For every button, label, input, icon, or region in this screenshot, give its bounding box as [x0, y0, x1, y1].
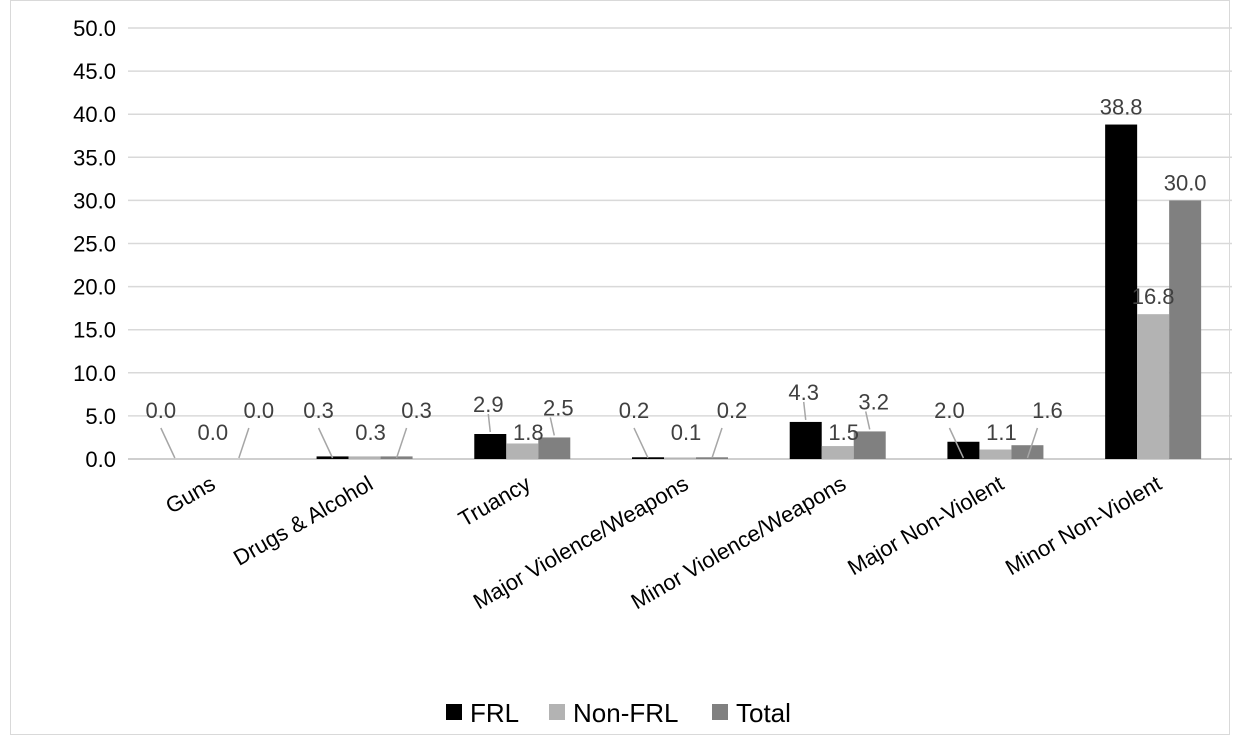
- chart-frame: [10, 0, 1230, 735]
- bar: [947, 441, 980, 459]
- leader-line: [160, 427, 176, 459]
- label-leader-lines: [160, 401, 1039, 459]
- leader-line: [802, 401, 807, 421]
- data-label: 2.9: [473, 392, 504, 417]
- leader-line: [633, 427, 649, 459]
- bar: [789, 421, 822, 459]
- category-label: Major Non-Violent: [843, 471, 1008, 580]
- y-tick-label: 5.0: [85, 404, 116, 429]
- category-label: Truancy: [454, 471, 535, 532]
- bar: [474, 434, 507, 459]
- data-label: 0.2: [717, 398, 748, 423]
- bar: [696, 457, 728, 459]
- bar: [1011, 445, 1044, 459]
- data-label: 2.5: [543, 395, 574, 420]
- category-label: Guns: [161, 471, 219, 519]
- data-label: 1.6: [1032, 398, 1063, 423]
- category-label: Drugs & Alcohol: [229, 471, 377, 571]
- data-label: 0.2: [619, 398, 650, 423]
- bar: [853, 431, 886, 459]
- leader-line: [864, 411, 871, 430]
- data-label: 0.1: [671, 420, 702, 445]
- leader-line: [395, 427, 408, 459]
- y-tick-label: 15.0: [73, 318, 116, 343]
- legend-swatch: [549, 704, 565, 720]
- data-label: 1.8: [513, 420, 544, 445]
- bar: [1169, 200, 1202, 459]
- legend-label: Total: [736, 698, 791, 728]
- bars: [316, 124, 1202, 459]
- bar: [979, 449, 1012, 459]
- data-label: 30.0: [1164, 170, 1207, 195]
- data-label: 1.5: [828, 420, 859, 445]
- data-label: 0.3: [303, 398, 334, 423]
- data-label: 3.2: [858, 389, 889, 414]
- legend-label: Non-FRL: [573, 698, 678, 728]
- data-label: 4.3: [788, 380, 819, 405]
- data-label: 38.8: [1100, 95, 1143, 120]
- data-label: 1.1: [986, 420, 1017, 445]
- bar: [538, 437, 571, 459]
- bar: [506, 443, 539, 459]
- data-label: 0.0: [146, 398, 177, 423]
- leader-line: [549, 417, 556, 436]
- y-tick-label: 40.0: [73, 102, 116, 127]
- data-labels: 0.0 0.0 0.0 0.3 0.3 0.3 2.9 1.82.5 0.2 0.1 0.2 4.3 1…: [146, 95, 1207, 445]
- bar: [1105, 124, 1138, 459]
- data-label: 0.3: [401, 398, 432, 423]
- y-tick-label: 30.0: [73, 188, 116, 213]
- leader-line: [238, 427, 250, 459]
- gridlines: [128, 27, 1232, 460]
- leader-line: [711, 427, 723, 459]
- leader-line: [948, 427, 965, 459]
- y-tick-label: 20.0: [73, 275, 116, 300]
- y-tick-label: 0.0: [85, 447, 116, 472]
- bar: [821, 446, 854, 459]
- data-label: 0.0: [244, 398, 275, 423]
- y-tick-label: 50.0: [73, 16, 116, 41]
- leader-line: [487, 413, 492, 433]
- y-tick-label: 35.0: [73, 145, 116, 170]
- bar: [1137, 314, 1170, 459]
- bar: [664, 457, 696, 459]
- bar: [632, 457, 664, 459]
- legend-label: FRL: [470, 698, 519, 728]
- data-label: 16.8: [1132, 284, 1175, 309]
- legend: FRL Non-FRL Total: [446, 698, 791, 728]
- category-label: Minor Non-Violent: [1001, 471, 1166, 580]
- y-tick-label: 10.0: [73, 361, 116, 386]
- data-label: 0.3: [355, 420, 386, 445]
- data-label: 0.0: [198, 420, 229, 445]
- data-label: 2.0: [934, 398, 965, 423]
- y-tick-label: 45.0: [73, 59, 116, 84]
- leader-line: [317, 427, 334, 459]
- y-axis: 0.0 5.0 10.0 15.0 20.0 25.0 30.0 35.0 40.0 45.0 50…: [73, 16, 116, 472]
- legend-swatch: [446, 704, 462, 720]
- leader-line: [1026, 427, 1039, 459]
- bar: [348, 456, 381, 459]
- y-tick-label: 25.0: [73, 232, 116, 257]
- legend-swatch: [712, 704, 728, 720]
